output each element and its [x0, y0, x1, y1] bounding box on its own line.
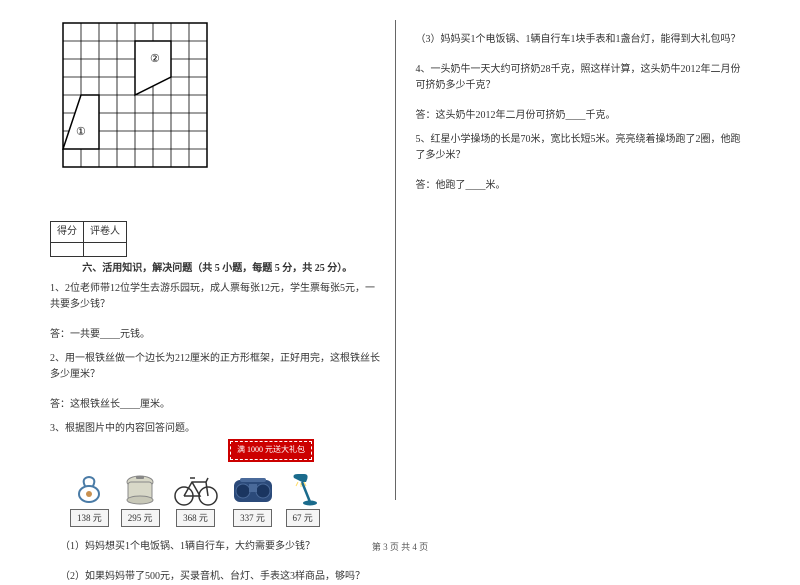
watch-icon — [75, 474, 103, 506]
product-radio: 337 元 — [232, 476, 274, 527]
section-title: 六、活用知识，解决问题（共 5 小题，每题 5 分，共 25 分）。 — [50, 261, 385, 277]
radio-icon — [232, 476, 274, 506]
score-label: 得分 — [51, 222, 84, 243]
price-radio: 337 元 — [233, 509, 272, 527]
question-2: 2、用一根铁丝做一个边长为212厘米的正方形框架，正好用完，这根铁丝长多少厘米？ — [50, 351, 385, 383]
page-footer: 第 3 页 共 4 页 — [0, 540, 800, 553]
answer-5: 答：他跑了____米。 — [416, 178, 751, 194]
shape-label-1: ① — [76, 126, 86, 138]
price-watch: 138 元 — [70, 509, 109, 527]
question-5: 5、红星小学操场的长是70米，宽比长短5米。亮亮绕着操场跑了2圈，他跑了多少米？ — [416, 132, 751, 164]
lamp-icon — [288, 470, 318, 506]
bicycle-icon — [172, 470, 220, 506]
product-row: 138 元 295 元 368 元 337 元 — [70, 470, 385, 527]
product-lamp: 67 元 — [286, 470, 320, 527]
price-lamp: 67 元 — [286, 509, 320, 527]
shape-label-2: ② — [150, 53, 160, 65]
score-table: 得分 评卷人 — [50, 221, 127, 257]
question-3-3: （3）妈妈买1个电饭锅、1辆自行车1块手表和1盏台灯，能得到大礼包吗？ — [416, 32, 751, 48]
price-cooker: 295 元 — [121, 509, 160, 527]
product-watch: 138 元 — [70, 474, 109, 527]
answer-4: 答：这头奶牛2012年二月份可挤奶____千克。 — [416, 108, 751, 124]
question-3-2: （2）如果妈妈带了500元，买录音机、台灯、手表这3样商品，够吗？ — [60, 569, 385, 585]
answer-2: 答：这根铁丝长____厘米。 — [50, 397, 385, 413]
question-4: 4、一头奶牛一天大约可挤奶28千克，照这样计算，这头奶牛2012年二月份可挤奶多… — [416, 62, 751, 94]
product-rice-cooker: 295 元 — [121, 472, 160, 527]
grid-figure: ② ① — [60, 20, 385, 176]
rice-cooker-icon — [124, 472, 156, 506]
question-1: 1、2位老师带12位学生去游乐园玩，成人票每张12元，学生票每张5元，一共要多少… — [50, 281, 385, 313]
price-bicycle: 368 元 — [176, 509, 215, 527]
answer-1: 答：一共要____元钱。 — [50, 327, 385, 343]
product-bicycle: 368 元 — [172, 470, 220, 527]
grader-label: 评卷人 — [84, 222, 127, 243]
promo-banner: 满 1000 元送大礼包 — [230, 441, 312, 460]
question-3: 3、根据图片中的内容回答问题。 — [50, 421, 385, 437]
